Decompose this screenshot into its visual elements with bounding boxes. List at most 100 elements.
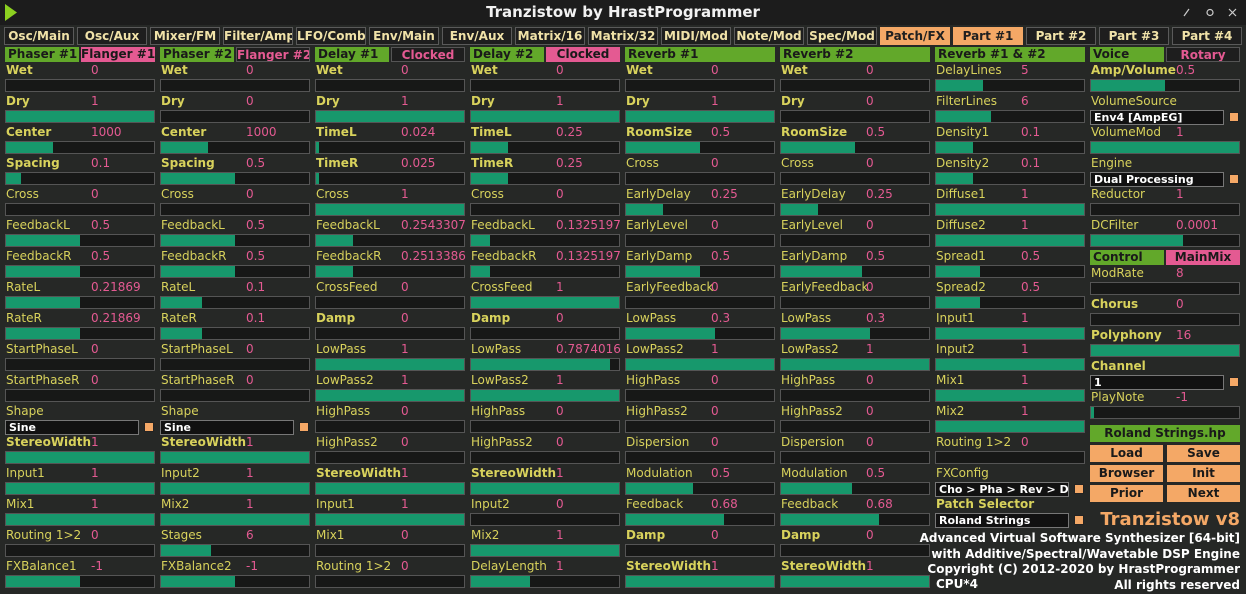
slider[interactable] bbox=[160, 482, 310, 495]
section-tab[interactable]: Delay #1 bbox=[315, 47, 389, 62]
section-tab[interactable]: Voice bbox=[1090, 47, 1164, 62]
tab[interactable]: Part #4 bbox=[1172, 27, 1242, 45]
slider[interactable] bbox=[780, 79, 930, 92]
dropdown-button[interactable] bbox=[144, 422, 154, 432]
action-button[interactable]: Save bbox=[1167, 445, 1240, 462]
dropdown-button[interactable] bbox=[299, 422, 309, 432]
slider[interactable] bbox=[315, 482, 465, 495]
slider[interactable] bbox=[780, 513, 930, 526]
tab[interactable]: Env/Aux bbox=[442, 27, 512, 45]
tab[interactable]: Matrix/32 bbox=[588, 27, 658, 45]
tab[interactable]: Patch/FX bbox=[880, 27, 950, 45]
dropdown[interactable]: Sine bbox=[5, 420, 139, 435]
slider[interactable] bbox=[780, 389, 930, 402]
dropdown[interactable]: 1 bbox=[1090, 375, 1224, 390]
slider[interactable] bbox=[5, 451, 155, 464]
slider[interactable] bbox=[625, 451, 775, 464]
slider[interactable] bbox=[160, 544, 310, 557]
slider[interactable] bbox=[315, 420, 465, 433]
section-tab[interactable]: Control bbox=[1090, 250, 1164, 265]
slider[interactable] bbox=[315, 110, 465, 123]
slider[interactable] bbox=[5, 544, 155, 557]
slider[interactable] bbox=[160, 296, 310, 309]
slider[interactable] bbox=[160, 141, 310, 154]
slider[interactable] bbox=[780, 358, 930, 371]
window-controls[interactable] bbox=[1176, 5, 1242, 20]
slider[interactable] bbox=[315, 544, 465, 557]
tab[interactable]: Mixer/FM bbox=[150, 27, 220, 45]
slider[interactable] bbox=[625, 420, 775, 433]
slider[interactable] bbox=[470, 420, 620, 433]
slider[interactable] bbox=[5, 327, 155, 340]
slider[interactable] bbox=[625, 358, 775, 371]
slider[interactable] bbox=[625, 513, 775, 526]
slider[interactable] bbox=[470, 482, 620, 495]
slider[interactable] bbox=[625, 79, 775, 92]
slider[interactable] bbox=[5, 203, 155, 216]
section-tab[interactable]: Phaser #1 bbox=[5, 47, 79, 62]
slider[interactable] bbox=[470, 203, 620, 216]
slider[interactable] bbox=[470, 389, 620, 402]
slider[interactable] bbox=[625, 203, 775, 216]
tab[interactable]: MIDI/Mod bbox=[661, 27, 731, 45]
slider[interactable] bbox=[935, 141, 1085, 154]
slider[interactable] bbox=[470, 265, 620, 278]
slider[interactable] bbox=[315, 203, 465, 216]
slider[interactable] bbox=[470, 110, 620, 123]
tab[interactable]: Part #2 bbox=[1026, 27, 1096, 45]
slider[interactable] bbox=[315, 265, 465, 278]
dropdown-button[interactable] bbox=[1074, 484, 1084, 494]
slider[interactable] bbox=[780, 451, 930, 464]
slider[interactable] bbox=[5, 575, 155, 588]
slider[interactable] bbox=[625, 544, 775, 557]
slider[interactable] bbox=[160, 203, 310, 216]
section-tab[interactable]: Clocked bbox=[391, 47, 465, 62]
action-button[interactable]: Prior bbox=[1090, 485, 1163, 502]
slider[interactable] bbox=[935, 296, 1085, 309]
slider[interactable] bbox=[1090, 282, 1240, 295]
slider[interactable] bbox=[315, 296, 465, 309]
slider[interactable] bbox=[625, 110, 775, 123]
slider[interactable] bbox=[935, 327, 1085, 340]
slider[interactable] bbox=[780, 234, 930, 247]
slider[interactable] bbox=[935, 389, 1085, 402]
slider[interactable] bbox=[160, 389, 310, 402]
action-button[interactable]: Init bbox=[1167, 465, 1240, 482]
slider[interactable] bbox=[5, 234, 155, 247]
tab[interactable]: Filter/Amp bbox=[223, 27, 293, 45]
tab[interactable]: Part #1 bbox=[953, 27, 1023, 45]
slider[interactable] bbox=[780, 203, 930, 216]
dropdown-button[interactable] bbox=[1229, 112, 1239, 122]
slider[interactable] bbox=[625, 296, 775, 309]
action-button[interactable]: Load bbox=[1090, 445, 1163, 462]
slider[interactable] bbox=[1090, 141, 1240, 154]
slider[interactable] bbox=[315, 575, 465, 588]
slider[interactable] bbox=[935, 79, 1085, 92]
action-button[interactable]: Browser bbox=[1090, 465, 1163, 482]
dropdown[interactable]: Cho > Pha > Rev > Dly bbox=[935, 482, 1069, 497]
section-tab[interactable]: Flanger #1 bbox=[81, 47, 155, 62]
slider[interactable] bbox=[315, 327, 465, 340]
section-tab[interactable]: Phaser #2 bbox=[160, 47, 234, 62]
slider[interactable] bbox=[470, 296, 620, 309]
dropdown[interactable]: Env4 [AmpEG] bbox=[1090, 110, 1224, 125]
patch-file-button[interactable]: Roland Strings.hp bbox=[1090, 425, 1240, 442]
slider[interactable] bbox=[1090, 203, 1240, 216]
slider[interactable] bbox=[5, 265, 155, 278]
slider[interactable] bbox=[625, 482, 775, 495]
tab[interactable]: Part #3 bbox=[1099, 27, 1169, 45]
slider[interactable] bbox=[780, 327, 930, 340]
slider[interactable] bbox=[935, 203, 1085, 216]
slider[interactable] bbox=[625, 265, 775, 278]
slider[interactable] bbox=[5, 110, 155, 123]
slider[interactable] bbox=[1090, 344, 1240, 357]
slider[interactable] bbox=[625, 234, 775, 247]
dropdown-button[interactable] bbox=[1229, 377, 1239, 387]
slider[interactable] bbox=[160, 575, 310, 588]
slider[interactable] bbox=[315, 358, 465, 371]
slider[interactable] bbox=[160, 265, 310, 278]
section-tab[interactable]: Reverb #2 bbox=[780, 47, 930, 62]
slider[interactable] bbox=[1090, 313, 1240, 326]
slider[interactable] bbox=[315, 389, 465, 402]
dropdown[interactable]: Roland Strings bbox=[935, 513, 1069, 528]
